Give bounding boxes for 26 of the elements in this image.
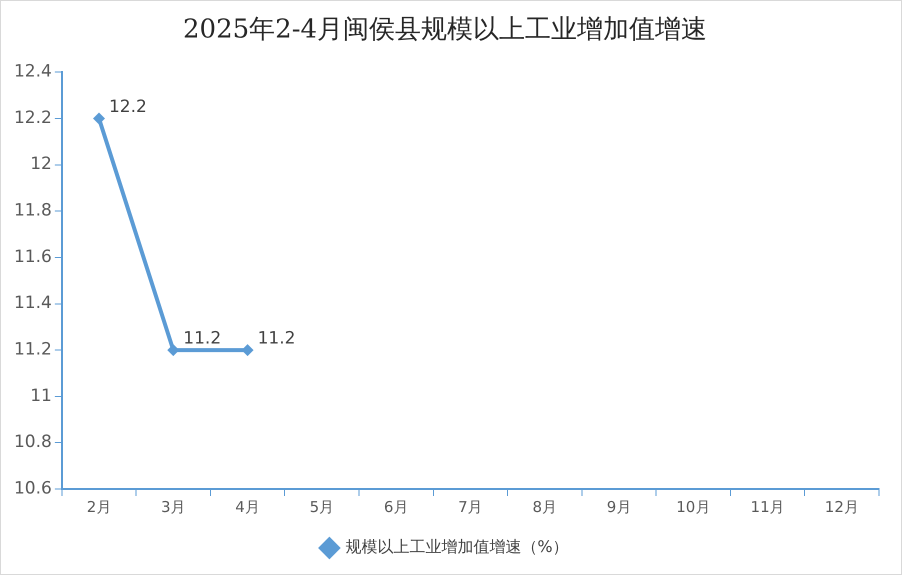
x-tick-label: 8月 bbox=[532, 498, 557, 516]
y-tick-label: 12.4 bbox=[14, 62, 52, 82]
x-tick-label: 4月 bbox=[235, 498, 260, 516]
y-tick-label: 10.8 bbox=[14, 432, 52, 452]
y-tick-label: 10.6 bbox=[14, 478, 52, 498]
x-tick-label: 9月 bbox=[606, 498, 632, 516]
x-tick-label: 6月 bbox=[384, 498, 408, 516]
x-tick-label: 7月 bbox=[458, 498, 483, 516]
y-tick-label: 11.4 bbox=[14, 293, 52, 314]
x-tick-label: 2月 bbox=[86, 498, 112, 516]
x-tick-label: 10月 bbox=[676, 498, 710, 516]
x-tick-label: 11月 bbox=[750, 498, 785, 516]
x-tick-label: 5月 bbox=[310, 498, 334, 516]
y-tick-label: 11.2 bbox=[14, 339, 52, 360]
y-tick-label: 11.6 bbox=[14, 246, 52, 267]
legend-label: 规模以上工业增加值增速（%） bbox=[345, 537, 569, 556]
chart-title: 2025年2-4月闽侯县规模以上工业增加值增速 bbox=[182, 14, 708, 44]
y-tick-label: 12.2 bbox=[14, 108, 52, 128]
data-label: 11.2 bbox=[258, 328, 296, 348]
x-tick-label: 12月 bbox=[824, 498, 859, 516]
y-tick-label: 11 bbox=[30, 386, 52, 406]
data-label: 12.2 bbox=[108, 96, 147, 117]
y-tick-label: 12 bbox=[30, 154, 52, 174]
data-label: 11.2 bbox=[183, 328, 222, 348]
x-tick-label: 3月 bbox=[161, 498, 186, 516]
y-tick-label: 11.8 bbox=[14, 200, 52, 221]
